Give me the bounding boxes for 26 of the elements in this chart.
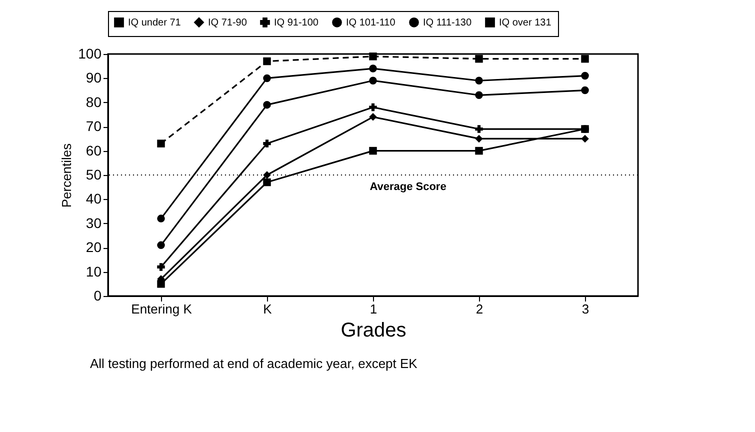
y-tick-label: 20 [86,239,102,256]
y-tick-label: 0 [94,288,102,304]
x-axis-title: Grades [340,320,406,342]
x-tick-label: 2 [476,302,484,316]
y-tick-label: 60 [86,142,102,158]
text: All testing performed at end of academic year, except EK [90,356,418,371]
y-tick-label: 80 [86,94,102,110]
legend-label: IQ 101-110 [346,17,396,28]
x-tick-label: Entering K [131,302,192,316]
y-tick-label: 10 [86,263,102,280]
legend-label: IQ under 71 [128,17,182,28]
y-tick-label: 30 [86,214,102,231]
y-tick-label: 100 [78,46,102,62]
y-axis-title: Percentiles [59,142,74,208]
ref-line-label: Average Score [370,181,446,193]
y-tick-label: 40 [86,190,102,207]
y-tick-label: 70 [86,118,102,134]
x-tick-label: 3 [582,302,590,316]
legend-label: IQ 91-100 [274,17,319,28]
legend-label: IQ 111-130 [423,17,472,28]
legend-label: IQ over 131 [499,17,552,28]
y-tick-label: 90 [86,70,102,86]
x-tick-label: 1 [370,302,378,316]
legend-label: IQ 71-90 [208,17,248,28]
y-tick-label: 50 [86,166,102,182]
x-tick-label: K [263,302,272,316]
